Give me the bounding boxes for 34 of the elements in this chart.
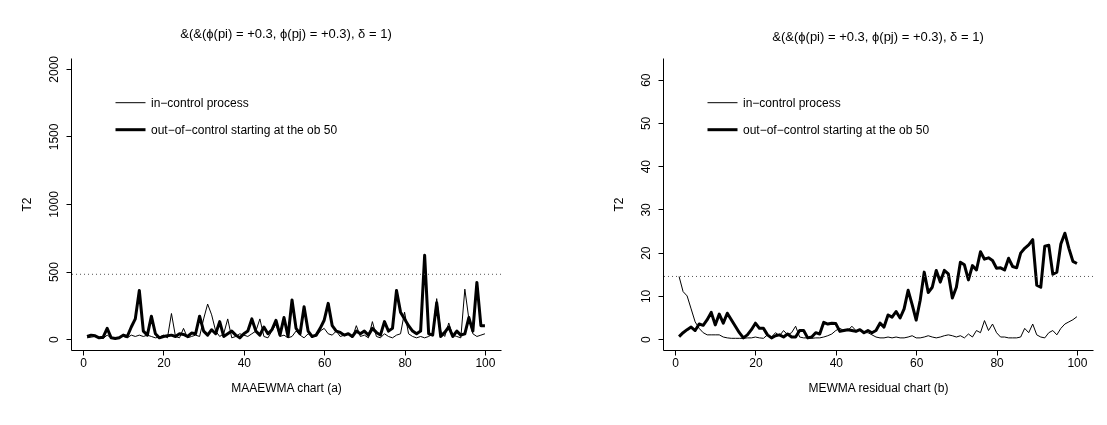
y-axis-title: T2 xyxy=(611,197,626,212)
y-tick-label: 60 xyxy=(638,73,653,87)
y-tick-label: 1000 xyxy=(46,190,61,218)
x-tick-label: 100 xyxy=(475,355,496,370)
y-tick-label: 1500 xyxy=(46,123,61,151)
x-tick-label: 40 xyxy=(829,355,844,370)
legend-label: out−of−control starting at the ob 50 xyxy=(743,122,930,137)
legend-label: out−of−control starting at the ob 50 xyxy=(151,122,338,137)
y-tick-label: 10 xyxy=(638,289,653,304)
x-tick-label: 80 xyxy=(398,355,413,370)
x-tick-label: 20 xyxy=(157,355,171,370)
x-tick-label: 60 xyxy=(318,355,332,370)
x-tick-label: 40 xyxy=(237,355,252,370)
y-tick-label: 2000 xyxy=(46,55,61,83)
y-tick-label: 500 xyxy=(46,261,61,283)
x-tick-label: 100 xyxy=(1067,355,1088,370)
x-tick-label: 20 xyxy=(749,355,763,370)
y-tick-label: 30 xyxy=(638,202,653,217)
legend-label: in−control process xyxy=(151,95,249,110)
x-tick-label: 60 xyxy=(910,355,924,370)
legend-label: in−control process xyxy=(743,95,841,110)
x-tick-label: 80 xyxy=(990,355,1005,370)
y-tick-label: 0 xyxy=(46,336,61,344)
y-tick-label: 20 xyxy=(638,246,653,260)
chart-title: &(&(ϕ(pi) = +0.3, ϕ(pj) = +0.3), δ = 1) xyxy=(180,26,392,42)
x-tick-label: 0 xyxy=(80,355,88,370)
y-axis-title: T2 xyxy=(19,197,34,212)
y-tick-label: 40 xyxy=(638,159,653,174)
x-axis-title: MAAEWMA chart (a) xyxy=(231,380,342,395)
x-axis-title: MEWMA residual chart (b) xyxy=(808,380,949,395)
x-tick-label: 0 xyxy=(672,355,680,370)
y-tick-label: 0 xyxy=(638,336,653,344)
chart-title: &(&(ϕ(pi) = +0.3, ϕ(pj) = +0.3), δ = 1) xyxy=(772,29,984,44)
y-tick-label: 50 xyxy=(638,116,653,131)
